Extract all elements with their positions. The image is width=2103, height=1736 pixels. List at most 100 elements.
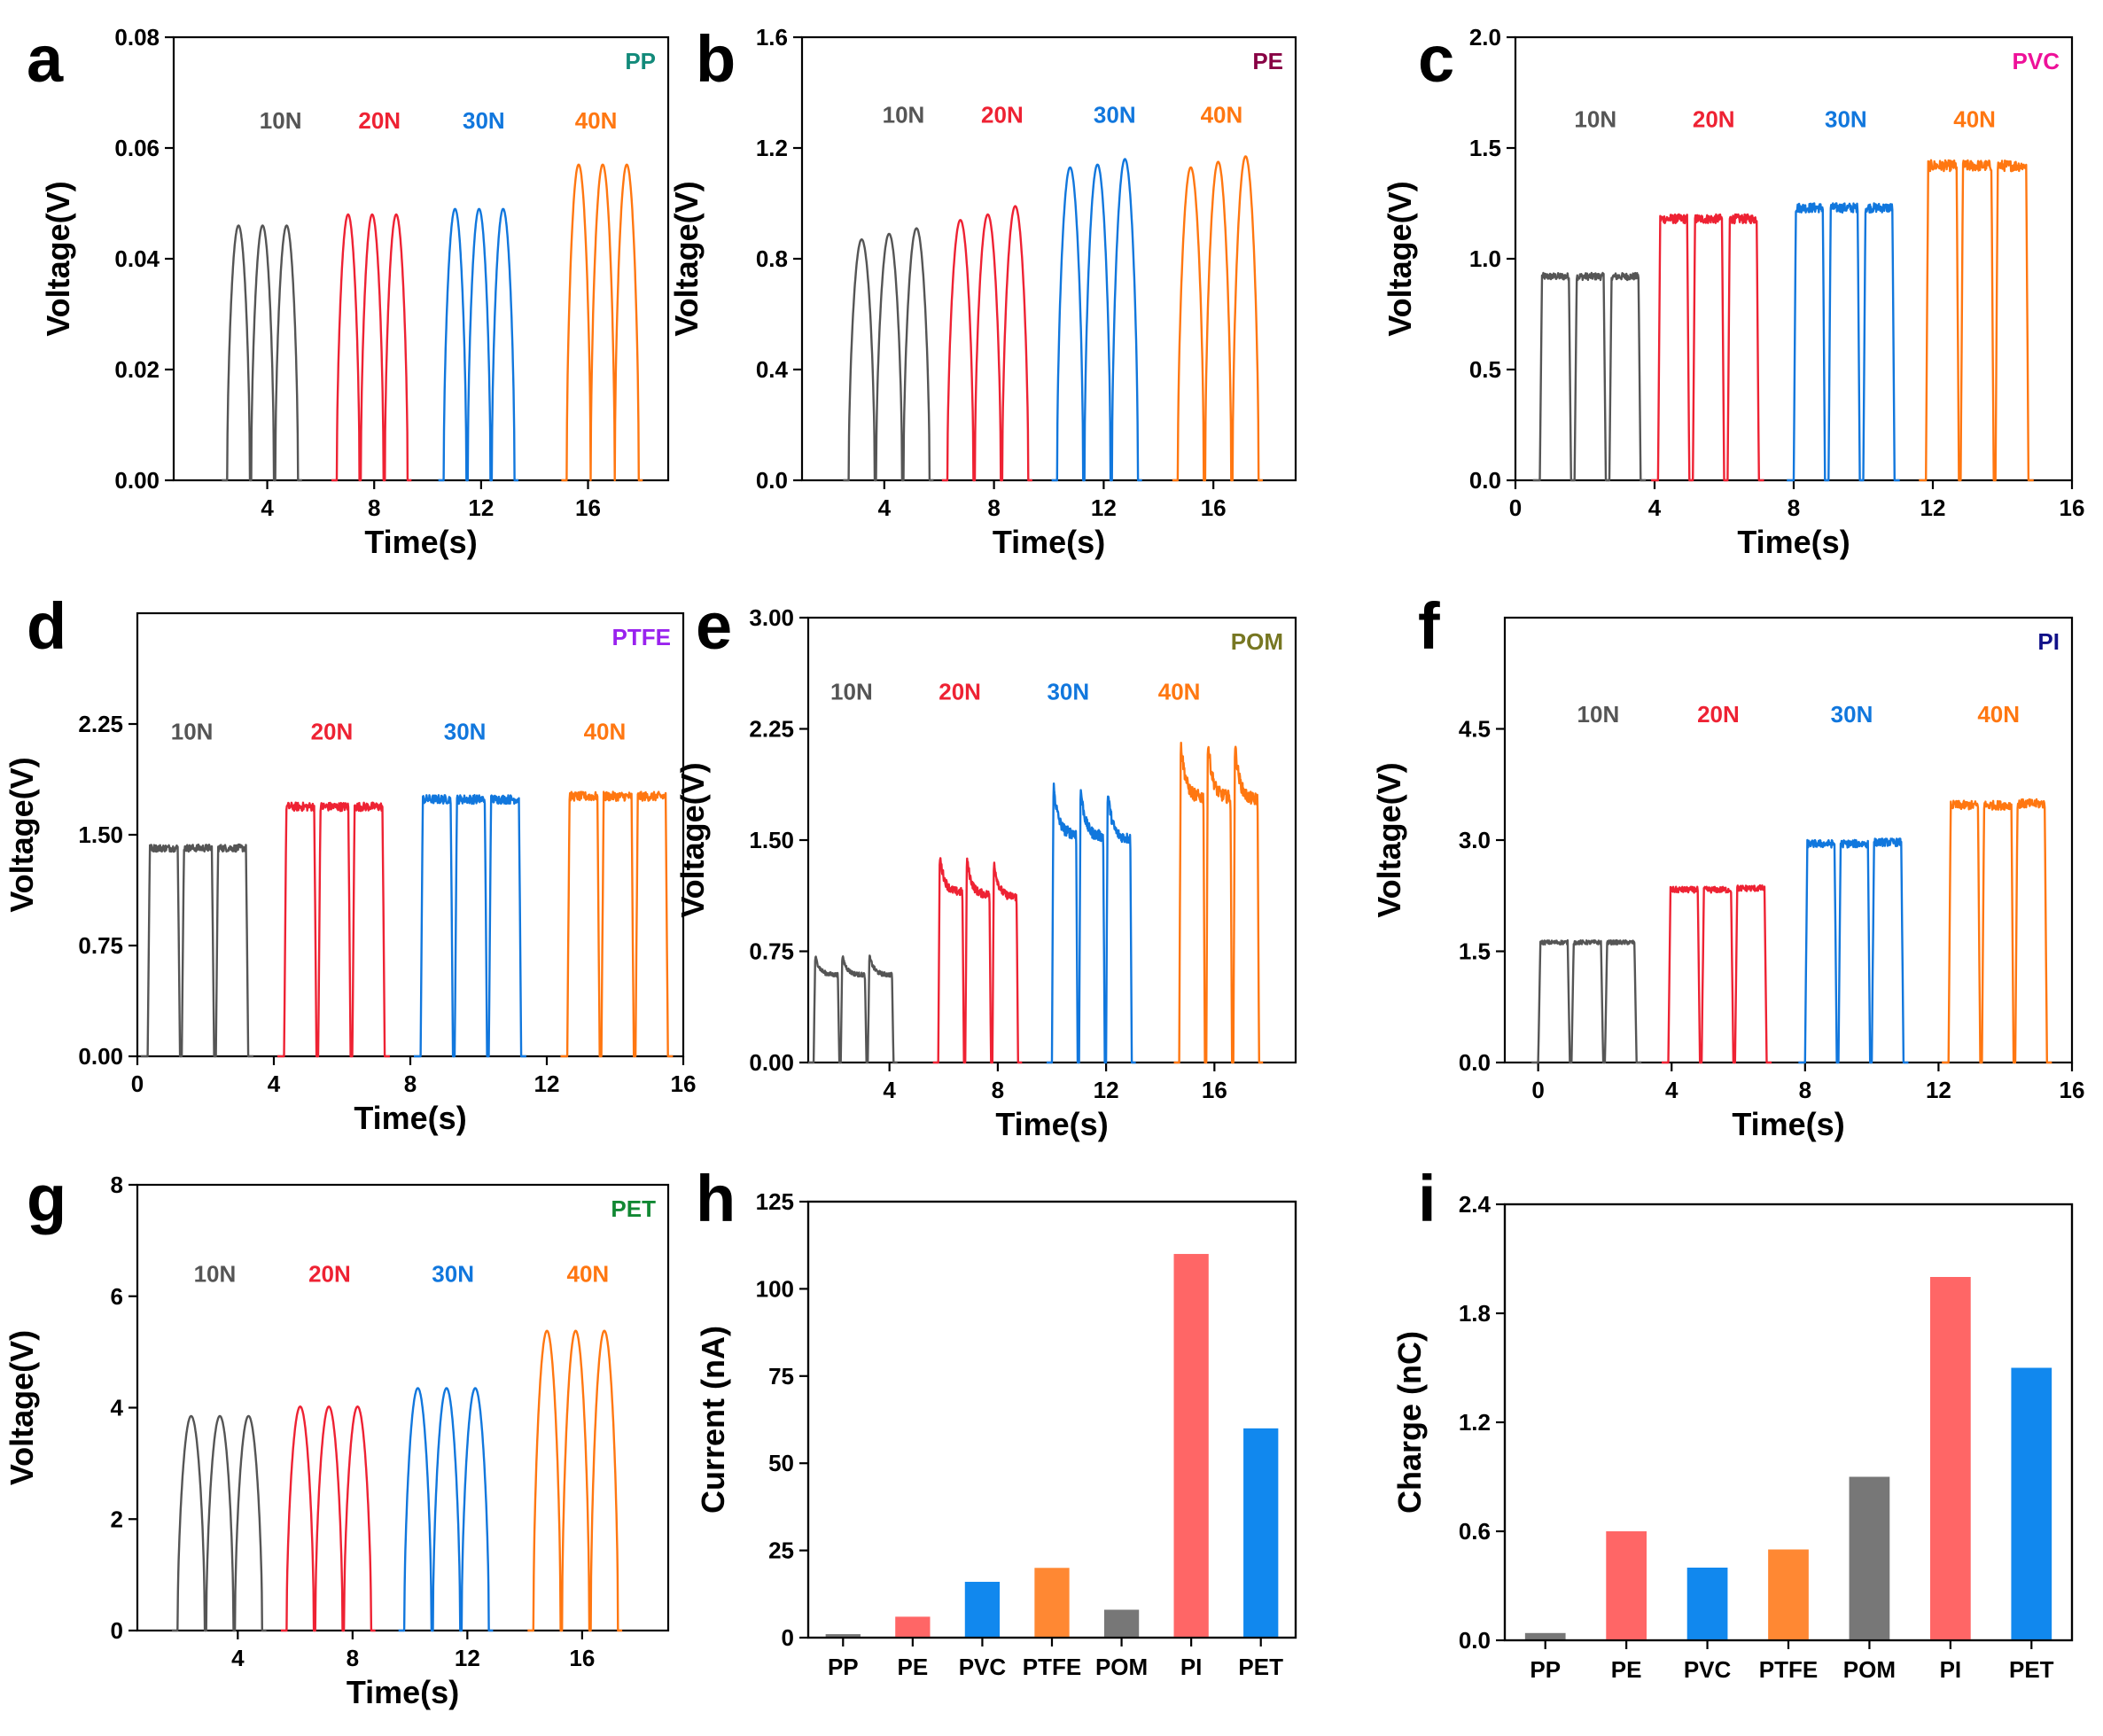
- panel-letter-i: i: [1418, 1162, 1437, 1235]
- y-axis-title: Voltage(V): [1382, 181, 1418, 336]
- x-tick-label-PE: PE: [898, 1654, 929, 1680]
- force-label-10N: 10N: [1574, 106, 1616, 133]
- series-line-30N: [1787, 202, 1900, 482]
- force-label-30N: 30N: [1094, 102, 1136, 128]
- x-tick-label-PTFE: PTFE: [1759, 1656, 1818, 1683]
- y-tick-label: 0.8: [756, 245, 788, 272]
- force-label-40N: 40N: [1158, 679, 1201, 705]
- series-line-20N: [331, 213, 412, 482]
- y-tick-label: 0.75: [749, 938, 794, 965]
- series-line-30N: [413, 794, 526, 1058]
- x-tick-label-PVC: PVC: [1684, 1656, 1732, 1683]
- x-tick-label: 4: [1665, 1077, 1679, 1103]
- force-label-10N: 10N: [171, 718, 214, 744]
- force-label-40N: 40N: [566, 1261, 609, 1288]
- force-label-30N: 30N: [444, 718, 487, 744]
- axes-frame-top: [806, 1200, 1297, 1639]
- series-line-40N: [561, 163, 643, 482]
- x-tick-label-PP: PP: [828, 1654, 859, 1680]
- y-tick-label: 1.50: [78, 821, 123, 848]
- force-label-30N: 30N: [1047, 679, 1089, 705]
- series-line-40N: [1172, 155, 1263, 482]
- y-tick-label: 0.75: [78, 932, 123, 959]
- x-tick-label-POM: POM: [1095, 1654, 1148, 1680]
- y-axis-title: Current (nA): [695, 1326, 731, 1514]
- series-line-40N: [1942, 798, 2052, 1064]
- panel-d: d 0.00 0.75 1.50 2.25 Voltage(V) 0 4 8 12 16 Time(s…: [4, 589, 696, 1136]
- y-tick-label: 25: [768, 1537, 794, 1564]
- bar-POM: [1103, 1609, 1140, 1638]
- x-tick-label: 12: [1094, 1077, 1119, 1103]
- force-label-40N: 40N: [1201, 102, 1243, 128]
- series-line-20N: [941, 205, 1032, 482]
- y-tick-label: 1.2: [756, 135, 788, 161]
- panel-letter-g: g: [27, 1162, 66, 1235]
- y-axis-title: Voltage(V): [4, 1330, 40, 1485]
- y-tick-label: 0.6: [1459, 1518, 1491, 1545]
- y-tick-label: 0.00: [114, 467, 160, 494]
- force-label-20N: 20N: [311, 718, 354, 744]
- series-line-20N: [280, 1405, 376, 1632]
- series-line-30N: [1051, 158, 1142, 482]
- y-tick-label: 75: [768, 1363, 794, 1390]
- force-label-10N: 10N: [830, 679, 873, 705]
- force-label-20N: 20N: [1697, 701, 1740, 728]
- panel-letter-d: d: [27, 589, 66, 663]
- x-tick-label-POM: POM: [1843, 1656, 1896, 1683]
- bar-PP: [1524, 1632, 1566, 1640]
- y-tick-label: 1.5: [1469, 135, 1501, 161]
- series-line-30N: [1046, 782, 1136, 1064]
- x-tick-label: 12: [455, 1645, 480, 1671]
- panel-letter-f: f: [1418, 589, 1440, 663]
- y-tick-label: 4: [111, 1395, 124, 1421]
- force-label-10N: 10N: [194, 1261, 237, 1288]
- bar-PE: [895, 1616, 931, 1638]
- panel-letter-b: b: [696, 22, 736, 96]
- series-line-20N: [932, 857, 1023, 1064]
- y-tick-label: 3.00: [749, 604, 794, 631]
- y-tick-label: 0.0: [756, 467, 788, 494]
- series-line-40N: [560, 790, 674, 1058]
- x-tick-label: 16: [1202, 1077, 1227, 1103]
- y-axis-title: Voltage(V): [4, 757, 40, 912]
- force-label-30N: 30N: [1825, 106, 1867, 133]
- series-line-10N: [1532, 271, 1647, 482]
- x-tick-label: 8: [987, 494, 1000, 521]
- x-tick-label: 16: [1201, 494, 1227, 521]
- series-line-20N: [1651, 213, 1764, 482]
- force-label-40N: 40N: [1953, 106, 1996, 133]
- y-tick-label: 1.2: [1459, 1409, 1491, 1436]
- y-tick-label: 8: [111, 1172, 123, 1198]
- x-tick-label-PP: PP: [1530, 1656, 1561, 1683]
- y-tick-label: 4.5: [1459, 716, 1491, 743]
- panel-letter-h: h: [696, 1162, 736, 1235]
- y-tick-label: 6: [111, 1283, 123, 1310]
- series-line-40N: [1919, 159, 2034, 482]
- x-tick-label: 12: [1920, 494, 1946, 521]
- y-tick-label: 3.0: [1459, 827, 1491, 853]
- y-tick-label: 0.04: [114, 245, 160, 272]
- y-tick-label: 0.5: [1469, 356, 1501, 383]
- material-label: POM: [1231, 628, 1283, 655]
- panel-h: h 0 25 50 75 100 125 Current (nA) PP PE PVC PTFE POM…: [695, 1162, 1297, 1680]
- force-label-30N: 30N: [432, 1261, 474, 1288]
- force-label-30N: 30N: [1831, 701, 1873, 728]
- bar-PVC: [964, 1582, 1001, 1638]
- y-tick-label: 1.50: [749, 827, 794, 853]
- x-tick-label: 16: [2060, 494, 2085, 521]
- x-tick-label-PET: PET: [1238, 1654, 1283, 1680]
- y-tick-label: 0.00: [78, 1043, 123, 1070]
- y-tick-label: 2: [111, 1506, 123, 1532]
- x-tick-label: 4: [231, 1645, 245, 1671]
- material-label: PTFE: [612, 624, 671, 650]
- y-tick-label: 1.5: [1459, 938, 1491, 965]
- x-tick-label: 12: [1926, 1077, 1951, 1103]
- x-tick-label: 4: [883, 1077, 896, 1103]
- bar-PET: [1243, 1428, 1279, 1638]
- series-line-30N: [1798, 837, 1909, 1064]
- force-label-40N: 40N: [584, 718, 627, 744]
- x-tick-label-PTFE: PTFE: [1023, 1654, 1081, 1680]
- x-tick-label: 4: [261, 494, 274, 521]
- panel-b: b 0.0 0.4 0.8 1.2 1.6 Voltage(V) 4 8 12 16 Time(s) P…: [668, 22, 1297, 560]
- series-line-20N: [277, 801, 390, 1058]
